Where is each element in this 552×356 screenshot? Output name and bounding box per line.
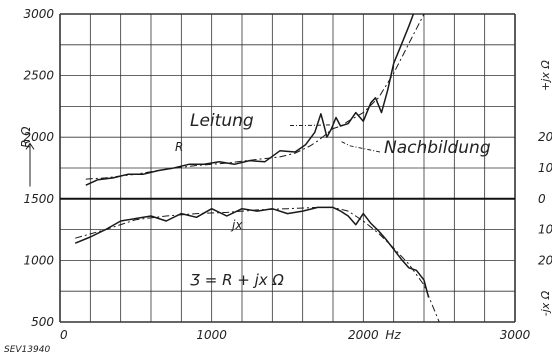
y-tick-label: 500 <box>31 315 54 329</box>
series-group <box>74 13 440 323</box>
right-tick-label: 0 <box>538 192 546 206</box>
annotation-jx: jx <box>230 218 243 232</box>
leitung-pointer <box>290 124 331 126</box>
annotation-formula: Ʒ = R + jx Ω <box>190 271 284 289</box>
y-tick-label: 1000 <box>23 253 54 267</box>
y-axis-label: R Ω <box>19 126 33 148</box>
nachbildung-pointer <box>339 140 381 153</box>
right-tick-label: 20 <box>538 253 552 267</box>
annotation-leitung: Leitung <box>190 111 254 131</box>
right-tick-label: 10 <box>538 161 552 175</box>
series-line-3 <box>75 206 440 323</box>
y-tick-label: 2500 <box>23 69 54 83</box>
y-axis-arrow-head <box>25 142 35 150</box>
grid <box>59 13 516 323</box>
series-line-1 <box>85 13 425 180</box>
annotation-nachbildung: Nachbildung <box>384 138 491 158</box>
x-tick-label: 3000 <box>500 328 531 342</box>
y-axis-label-right-lower: -jx Ω <box>539 290 552 316</box>
right-tick-label: 10 <box>538 223 552 237</box>
x-tick-label: 1000 <box>196 328 227 342</box>
x-tick-label: 2000 <box>348 328 379 342</box>
y-tick-label: 2000 <box>23 130 54 144</box>
y-axis-label-right: +jx Ω <box>539 60 552 91</box>
annotation-r: R <box>175 140 183 154</box>
y-tick-label: 1500 <box>23 192 54 206</box>
x-tick-label: 0 <box>60 328 68 342</box>
right-tick-label: 20 <box>538 130 552 144</box>
annotation-sev: SEV13940 <box>4 345 50 355</box>
y-tick-label: 3000 <box>23 7 54 21</box>
labels: 500 1000 1500 2000 2500 3000 0 1000 2000 3000 Hz 20… <box>4 7 552 355</box>
x-unit-label: Hz <box>385 328 401 342</box>
series-line-2 <box>74 206 430 298</box>
series-line-0 <box>85 13 415 186</box>
